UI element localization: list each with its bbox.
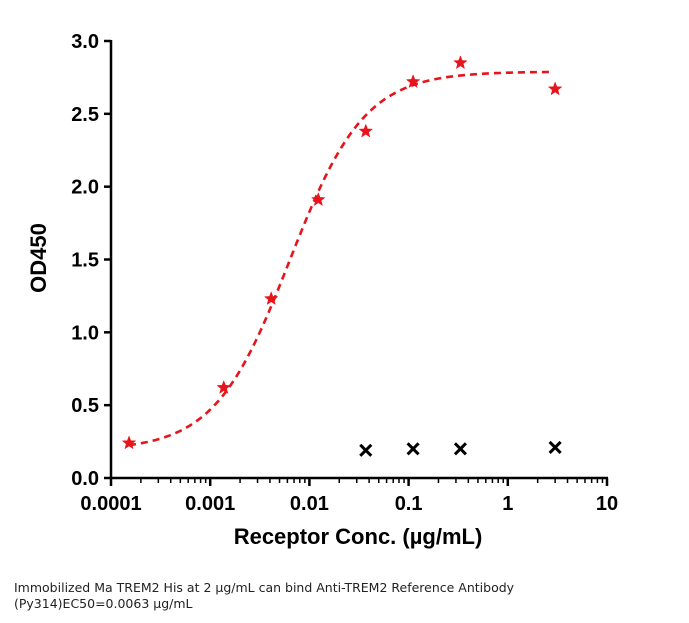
y-tick-label: 2.5 [71, 104, 99, 126]
y-axis-title: OD450 [26, 223, 51, 293]
x-tick-label: 0.01 [290, 493, 329, 515]
data-point-cross [359, 443, 373, 457]
y-tick-label: 2.0 [71, 177, 99, 199]
caption-line-2: (Py314)EC50=0.0063 µg/mL [14, 596, 193, 611]
x-tick-label: 0.001 [185, 493, 235, 515]
y-tick-label: 1.0 [71, 322, 99, 344]
figure-caption: Immobilized Ma TREM2 His at 2 µg/mL can … [14, 580, 674, 612]
data-point-star [263, 291, 279, 306]
data-point-star [547, 81, 563, 96]
y-tick-label: 1.5 [71, 250, 99, 272]
cross-stroke [548, 440, 562, 454]
x-tick-label: 1 [502, 493, 513, 515]
caption-line-1: Immobilized Ma TREM2 His at 2 µg/mL can … [14, 580, 515, 595]
data-points-layer [121, 55, 563, 457]
data-point-star [358, 123, 374, 138]
data-point-cross [453, 442, 467, 456]
cross-stroke [406, 442, 420, 456]
fit-curve-layer [128, 70, 549, 447]
y-tick-label: 3.0 [71, 31, 99, 53]
y-tick-label: 0.5 [71, 395, 99, 417]
fit-curve [128, 70, 549, 447]
axes: 0.0 0.5 1.0 1.5 2.0 2.5 3.0 0.0001 0.001 0.01 0.1 1… [71, 31, 618, 515]
x-axis-title: Receptor Conc. (µg/mL) [234, 524, 483, 549]
x-tick-label: 0.0001 [80, 493, 141, 515]
cross-stroke [453, 442, 467, 456]
x-tick-label: 10 [596, 493, 618, 515]
data-point-star [310, 192, 326, 207]
x-tick-label: 0.1 [395, 493, 423, 515]
data-point-cross [406, 442, 420, 456]
data-point-star [405, 74, 421, 89]
data-point-star [453, 55, 468, 70]
cross-stroke [359, 443, 373, 457]
data-point-cross [548, 440, 562, 454]
data-point-star [121, 435, 137, 450]
y-tick-label: 0.0 [71, 468, 99, 490]
data-point-star [216, 379, 232, 394]
